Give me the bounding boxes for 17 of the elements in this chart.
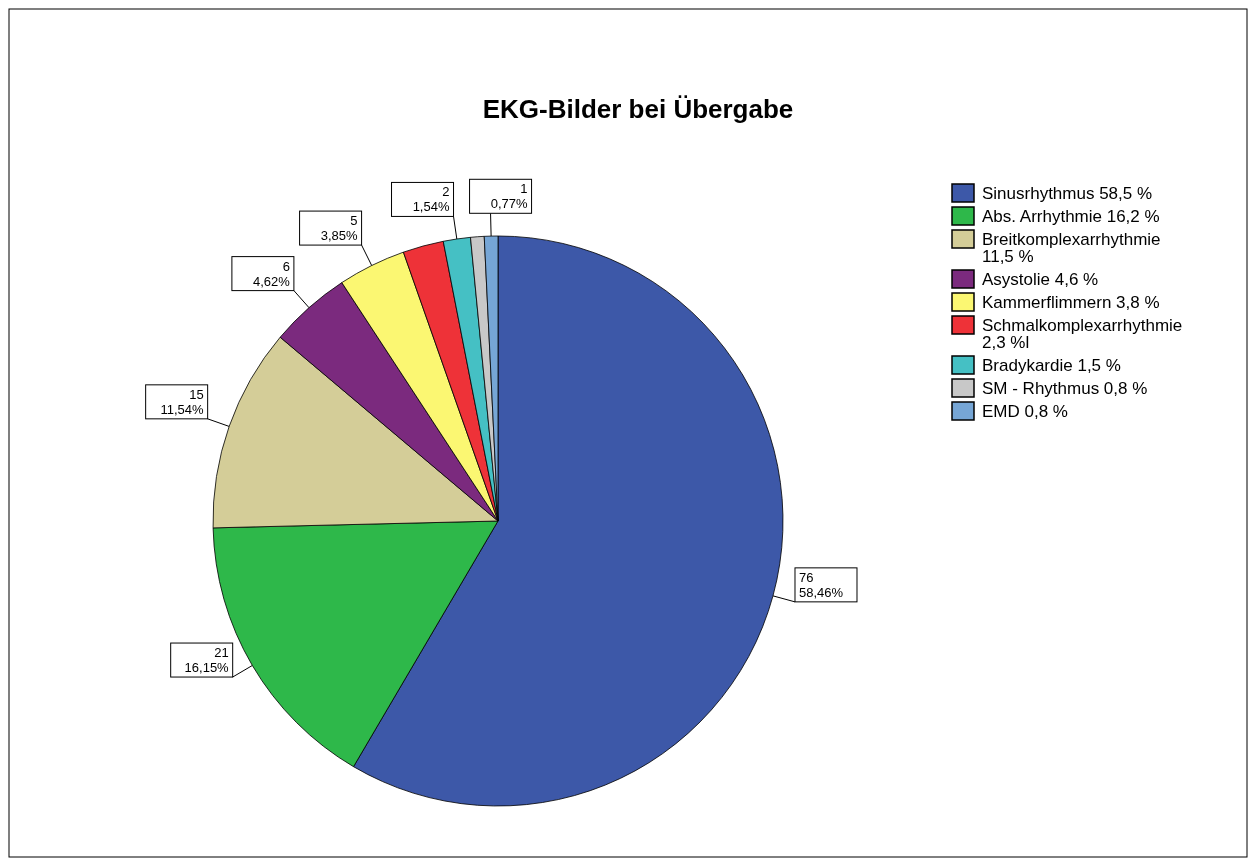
data-label: 21 16,15% <box>184 645 230 676</box>
legend-label: Schmalkomplexarrhythmie 2,3 %l <box>982 316 1183 352</box>
legend-label: SM - Rhythmus 0,8 % <box>982 379 1148 398</box>
legend-label: Sinusrhythmus 58,5 % <box>982 184 1153 203</box>
data-label: 2 1,54% <box>412 184 450 215</box>
data-label: 6 4,62% <box>253 258 291 289</box>
data-label: 15 11,54% <box>160 386 205 417</box>
legend-label: Bradykardie 1,5 % <box>982 356 1121 375</box>
chart-title: EKG-Bilder bei Übergabe <box>482 94 794 124</box>
data-label: 1 0,77% <box>490 181 528 212</box>
legend-label: Asystolie 4,6 % <box>982 270 1099 289</box>
legend-label: Abs. Arrhythmie 16,2 % <box>982 207 1160 226</box>
data-label: 76 58,46% <box>798 569 844 600</box>
legend-label: Breitkomplexarrhythmie 11,5 % <box>982 230 1161 266</box>
data-label: 5 3,85% <box>320 213 359 244</box>
legend-label: EMD 0,8 % <box>982 402 1068 421</box>
legend-label: Kammerflimmern 3,8 % <box>982 293 1160 312</box>
